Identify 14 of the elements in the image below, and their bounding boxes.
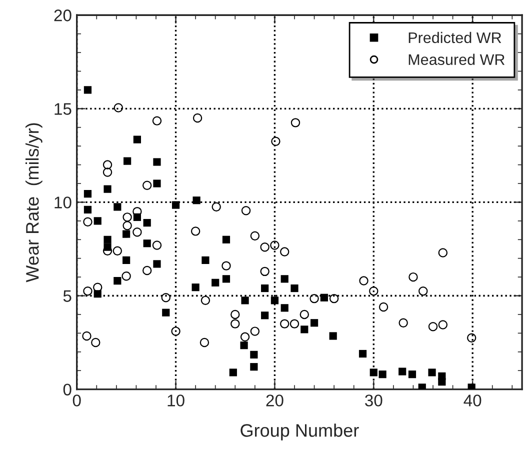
x-tick-label: 40 <box>464 394 482 406</box>
legend-label: Measured WR <box>408 54 505 66</box>
y-tick-label: 10 <box>54 196 72 208</box>
y-tick-label: 5 <box>63 290 72 302</box>
legend-label: Predicted WR <box>408 32 502 44</box>
y-tick-label: 15 <box>54 103 72 115</box>
x-tick-label: 20 <box>266 394 284 406</box>
y-tick-label: 0 <box>63 384 72 396</box>
x-axis-title: Group Number <box>240 424 359 440</box>
x-tick-label: 30 <box>365 394 382 406</box>
x-tick-label: 0 <box>72 394 81 406</box>
y-axis-title: Wear Rate (mils/yr) <box>26 123 42 282</box>
y-tick-label: 20 <box>54 10 72 22</box>
x-tick-label: 10 <box>168 394 184 406</box>
